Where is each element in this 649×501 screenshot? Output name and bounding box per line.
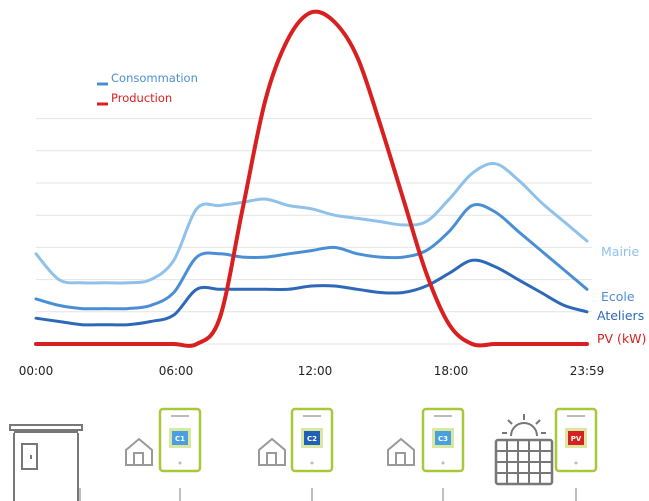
series-label-pv: PV (kW): [597, 331, 646, 346]
meter-icon: C1: [158, 407, 202, 473]
series-line-mairie: [34, 162, 589, 285]
x-tick-0600: 06:00: [159, 364, 194, 378]
x-tick-2359: 23:59: [570, 364, 605, 378]
meter-label-c3: C3: [438, 435, 448, 443]
series-label-ecole: Ecole: [601, 289, 635, 304]
legend-label-production: Production: [111, 91, 172, 105]
solar-panel-icon: [494, 438, 554, 486]
network-schematic: C1 C2: [9, 407, 598, 501]
series-label-mairie: Mairie: [601, 244, 640, 259]
x-tick-0000: 00:00: [19, 364, 54, 378]
meter-label-c1: C1: [175, 435, 185, 443]
meter-label-pv: PV: [571, 435, 582, 443]
house-icon: [125, 437, 153, 466]
meter-icon: C2: [290, 407, 334, 473]
x-tick-1200: 12:00: [298, 364, 333, 378]
series-line-ecole: [34, 203, 589, 311]
legend-label-consommation: Consommation: [111, 71, 198, 85]
meter-icon: PV: [554, 407, 598, 473]
legend: Consommation Production: [97, 71, 198, 106]
gridlines: [36, 118, 592, 345]
series-layer: [34, 9, 589, 348]
house-icon: [387, 437, 415, 466]
meter-label-c2: C2: [307, 435, 317, 443]
series-line-ateliers: [34, 258, 589, 327]
series-line-pv-kw: [34, 9, 589, 348]
x-tick-1800: 18:00: [434, 364, 469, 378]
house-icon: [258, 437, 286, 466]
building-icon: [9, 424, 83, 501]
series-label-ateliers: Ateliers: [597, 308, 644, 323]
x-axis: 00:00 06:00 12:00 18:00 23:59: [19, 364, 605, 378]
sun-icon: [502, 414, 546, 437]
meter-icon: C3: [421, 407, 465, 473]
